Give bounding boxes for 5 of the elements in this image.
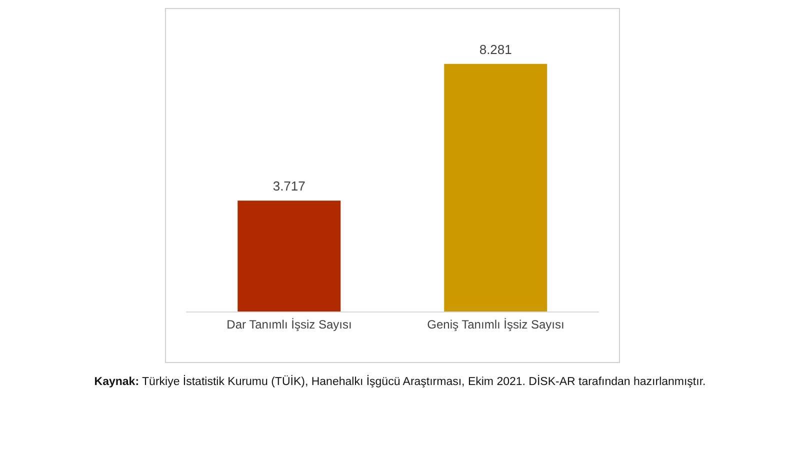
data-label: 3.717 xyxy=(272,178,306,194)
x-tick-label: Geniş Tanımlı İşsiz Sayısı xyxy=(427,318,564,332)
x-tick-label: Dar Tanımlı İşsiz Sayısı xyxy=(226,318,352,332)
text: Kaynak: Türkiye İstatistik Kurumu (TÜİK), Hanehalkı İşgücü Araştırması, Ekim 2021. DİSK-AR tarafından hazırlanmıştır. xyxy=(93,376,707,388)
data-label: 8.281 xyxy=(479,42,512,57)
